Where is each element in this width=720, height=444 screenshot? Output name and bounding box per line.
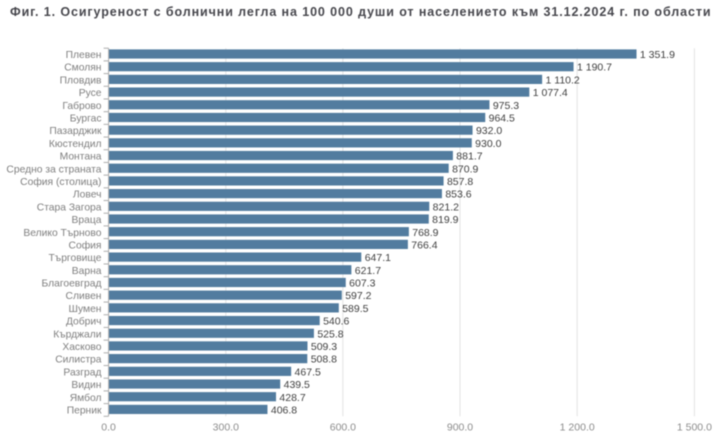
svg-text:768.9: 768.9 (412, 227, 438, 239)
svg-text:525.8: 525.8 (317, 328, 343, 340)
svg-text:597.2: 597.2 (345, 290, 371, 302)
svg-text:Кърджали: Кърджали (53, 329, 102, 340)
svg-text:София: София (69, 239, 102, 251)
svg-text:1 200.0: 1 200.0 (560, 422, 595, 434)
svg-text:1 500.0: 1 500.0 (677, 422, 712, 434)
svg-text:Габрово: Габрово (62, 100, 101, 112)
svg-text:607.3: 607.3 (349, 278, 375, 290)
svg-text:900.0: 900.0 (447, 422, 473, 434)
svg-text:Видин: Видин (71, 380, 101, 391)
svg-text:Средно за страната: Средно за страната (6, 164, 101, 175)
svg-text:Варна: Варна (72, 266, 102, 277)
svg-text:Хасково: Хасково (62, 342, 101, 353)
svg-text:Монтана: Монтана (60, 152, 102, 163)
svg-text:621.7: 621.7 (355, 265, 381, 277)
svg-text:Кюстендил: Кюстендил (49, 139, 102, 150)
svg-text:1 190.7: 1 190.7 (577, 62, 612, 74)
svg-text:Ловеч: Ловеч (73, 190, 102, 201)
svg-text:Добрич: Добрич (66, 316, 102, 328)
svg-text:София (столица): София (столица) (20, 176, 101, 188)
svg-text:406.8: 406.8 (271, 404, 297, 416)
svg-text:439.5: 439.5 (284, 379, 310, 391)
svg-text:540.6: 540.6 (323, 316, 349, 328)
svg-text:508.8: 508.8 (311, 354, 337, 366)
svg-text:1 351.9: 1 351.9 (640, 49, 675, 61)
svg-text:Велико Търново: Велико Търново (23, 228, 101, 239)
svg-text:Шумен: Шумен (69, 304, 102, 315)
svg-text:Сливен: Сливен (66, 291, 102, 302)
svg-text:Смолян: Смолян (64, 63, 101, 74)
svg-text:Перник: Перник (67, 405, 102, 416)
svg-text:821.2: 821.2 (433, 201, 459, 213)
svg-text:589.5: 589.5 (342, 303, 368, 315)
svg-text:467.5: 467.5 (295, 366, 321, 378)
svg-text:Търговище: Търговище (48, 253, 101, 264)
svg-text:Стара Загора: Стара Загора (37, 202, 102, 213)
svg-text:930.0: 930.0 (475, 138, 501, 150)
svg-text:Пловдив: Пловдив (60, 75, 102, 86)
svg-text:857.8: 857.8 (447, 176, 473, 188)
svg-text:Силистра: Силистра (55, 355, 102, 366)
svg-text:881.7: 881.7 (456, 151, 482, 163)
svg-text:Бургас: Бургас (70, 114, 102, 125)
svg-text:766.4: 766.4 (411, 239, 437, 251)
svg-text:819.9: 819.9 (432, 214, 458, 226)
svg-text:964.5: 964.5 (489, 113, 515, 125)
svg-text:932.0: 932.0 (476, 125, 502, 137)
svg-text:Разград: Разград (63, 367, 101, 378)
svg-text:1 077.4: 1 077.4 (533, 87, 568, 99)
svg-text:Ямбол: Ямбол (70, 392, 102, 404)
svg-text:853.6: 853.6 (445, 189, 471, 201)
svg-text:509.3: 509.3 (311, 341, 337, 353)
svg-text:Враца: Враца (72, 215, 102, 226)
svg-text:Плевен: Плевен (66, 50, 102, 61)
svg-text:975.3: 975.3 (493, 100, 519, 112)
svg-text:Русе: Русе (79, 88, 102, 99)
svg-text:1 110.2: 1 110.2 (546, 74, 580, 86)
svg-text:Пазарджик: Пазарджик (49, 126, 102, 137)
svg-text:300.0: 300.0 (213, 422, 239, 434)
svg-text:647.1: 647.1 (365, 252, 391, 264)
svg-text:Благоевград: Благоевград (41, 279, 101, 290)
svg-text:428.7: 428.7 (279, 392, 305, 404)
svg-text:0.0: 0.0 (101, 422, 116, 434)
svg-text:870.9: 870.9 (452, 163, 478, 175)
svg-text:600.0: 600.0 (330, 422, 356, 434)
